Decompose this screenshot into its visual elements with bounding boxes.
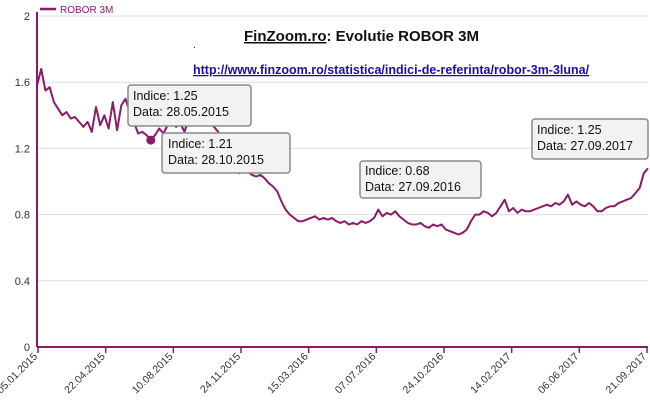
x-tick-label: 07.07.2016 [333, 351, 379, 397]
tooltip-4-date: Data: 27.09.2017 [537, 139, 633, 153]
y-tick-label: 2 [24, 11, 30, 23]
y-tick-label: 1.2 [15, 143, 30, 155]
series-robor-3m [36, 68, 649, 236]
series-line [36, 68, 649, 236]
y-tick-label: 1.6 [15, 77, 30, 89]
legend: ROBOR 3M [40, 5, 113, 16]
tooltip-1-box [127, 84, 252, 127]
x-tick-label: 21.09.2017 [603, 351, 649, 397]
y-tick-label: 0 [24, 342, 30, 354]
chart-header: FinZoom.ro: Evolutie ROBOR 3M http://www… [193, 28, 590, 77]
y-axis: 0 0.4 0.8 1.2 1.6 2 [15, 11, 38, 354]
x-tick-label: 10.08.2015 [130, 351, 176, 397]
source-url-link[interactable]: http://www.finzoom.ro/statistica/indici-… [193, 63, 590, 77]
tooltip-1-date: Data: 28.05.2015 [133, 105, 229, 119]
chart-title: FinZoom.ro: Evolutie ROBOR 3M [244, 28, 479, 45]
decor-mark: . [193, 40, 196, 51]
x-tick-label: 24.10.2016 [400, 351, 446, 397]
x-tick-label: 05.01.2015 [0, 351, 40, 397]
tooltip-3-box [359, 160, 482, 199]
tooltip-4-index: Indice: 1.25 [537, 123, 602, 137]
x-tick-label: 06.06.2017 [536, 351, 582, 397]
tooltip-1-index: Indice: 1.25 [133, 89, 198, 103]
legend-label: ROBOR 3M [60, 5, 113, 16]
tooltip-3-index: Indice: 0.68 [365, 164, 430, 178]
title-brand: FinZoom.ro [244, 28, 327, 45]
grid [37, 15, 648, 282]
x-axis: 05.01.2015 22.04.2015 10.08.2015 24.11.2015… [0, 346, 649, 397]
tooltip-4-box [531, 118, 649, 160]
hover-marker [146, 135, 156, 145]
tooltip-3-date: Data: 27.09.2016 [365, 180, 461, 194]
title-rest: : Evolutie ROBOR 3M [327, 28, 480, 45]
tooltip-1: Indice: 1.25 Data: 28.05.2015 [127, 84, 252, 127]
tooltip-3: Indice: 0.68 Data: 27.09.2016 [359, 160, 482, 199]
tooltip-2-date: Data: 28.10.2015 [168, 153, 264, 167]
x-tick-label: 24.11.2015 [198, 351, 243, 396]
tooltip-4: Indice: 1.25 Data: 27.09.2017 [531, 118, 649, 160]
tooltip-2-box [161, 132, 291, 174]
tooltip-2: Indice: 1.21 Data: 28.10.2015 [161, 132, 291, 174]
x-tick-label: 14.02.2017 [468, 351, 514, 397]
x-tick-label: 22.04.2015 [62, 351, 108, 397]
marker-point [146, 135, 156, 145]
tooltip-2-index: Indice: 1.21 [168, 137, 233, 151]
y-tick-label: 0.4 [15, 276, 30, 288]
x-tick-label: 15.03.2016 [265, 351, 311, 397]
y-tick-label: 0.8 [15, 210, 30, 222]
